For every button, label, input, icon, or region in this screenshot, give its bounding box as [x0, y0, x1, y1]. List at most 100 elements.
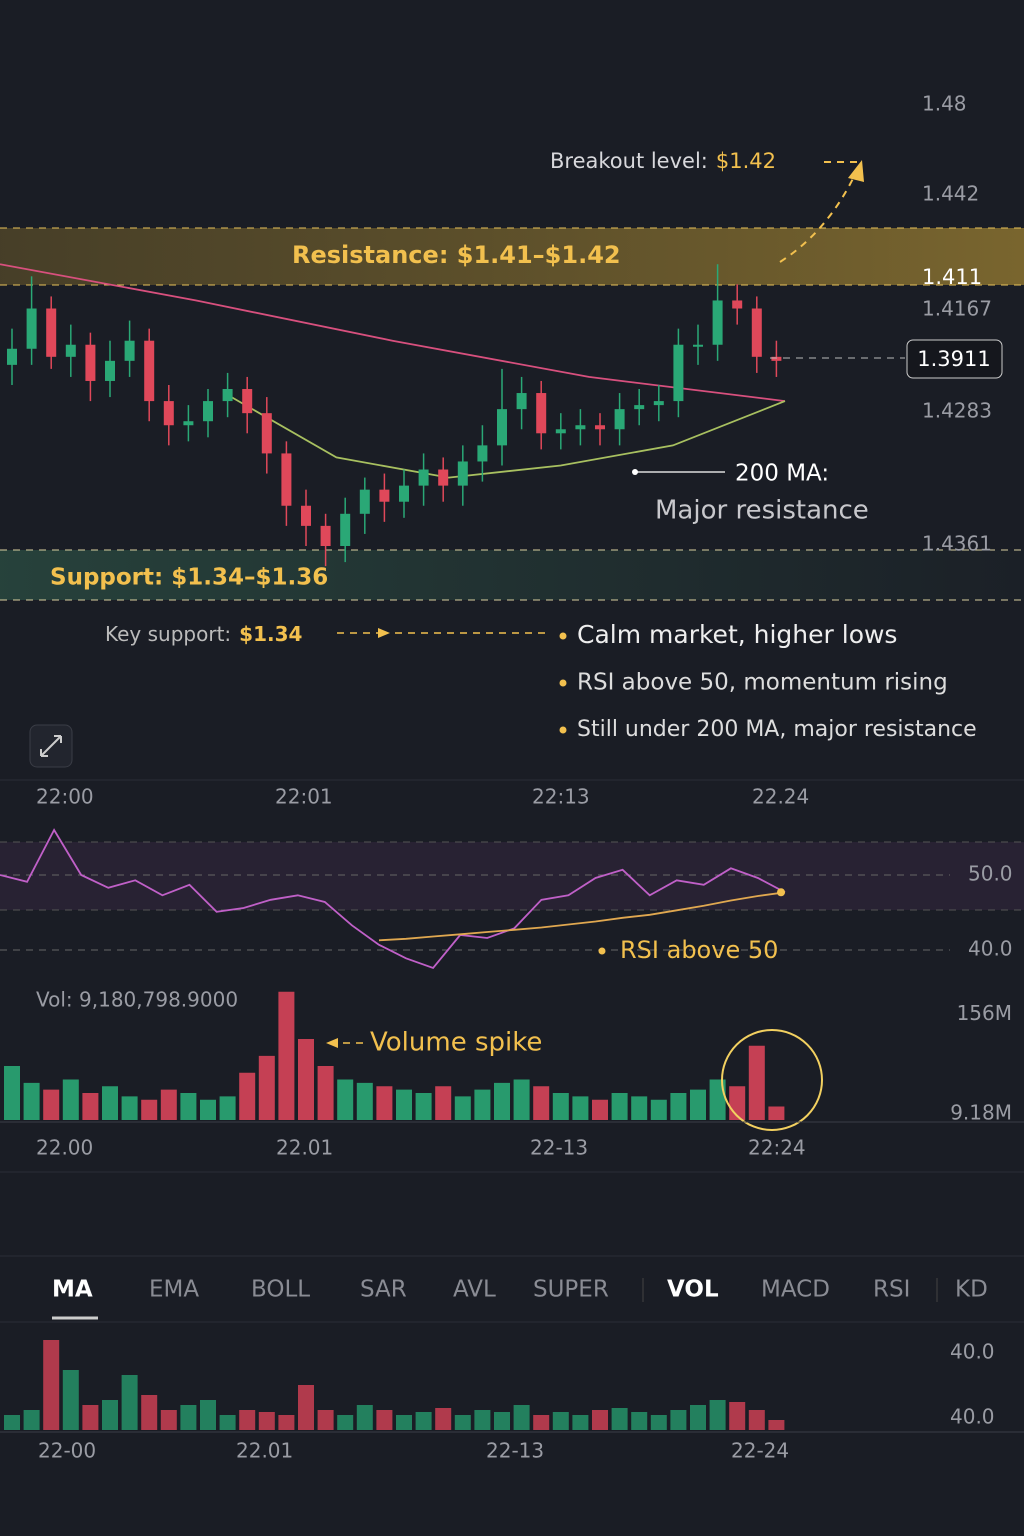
candle-body: [477, 445, 488, 462]
volume-bar: [533, 1086, 550, 1120]
tab[interactable]: VOL: [667, 1277, 719, 1303]
mini-volume-bar: [592, 1410, 608, 1430]
breakout-value: $1.42: [716, 149, 776, 173]
candle-body: [163, 401, 174, 426]
time-label: 22.00: [36, 1136, 93, 1160]
candle-body: [242, 389, 253, 414]
tab[interactable]: KD: [955, 1277, 988, 1303]
rsi-ma-dot: [777, 888, 785, 897]
volume-bar: [572, 1096, 589, 1120]
key-support: Key support: $1.34: [105, 622, 302, 646]
mini-volume-bar: [141, 1395, 158, 1430]
candle-body: [595, 425, 605, 430]
volume-bar: [200, 1099, 216, 1120]
volume-bar: [552, 1093, 569, 1120]
mini-volume-bar: [729, 1402, 746, 1430]
volume-bar: [748, 1045, 765, 1120]
volume-bar: [180, 1093, 197, 1120]
tab[interactable]: SAR: [360, 1277, 407, 1303]
price-label: 1.48: [922, 92, 967, 116]
candle-body: [712, 300, 723, 345]
candle-body: [124, 340, 135, 361]
mini-volume-bar: [219, 1415, 236, 1430]
volume-title: Vol: 9,180,798.9000: [36, 988, 238, 1012]
candle-body: [693, 344, 703, 347]
volume-bar: [102, 1086, 118, 1120]
volume-bar: [415, 1093, 432, 1120]
time-label: 22:00: [36, 785, 94, 809]
tab[interactable]: BOLL: [251, 1277, 310, 1303]
volume-bar: [376, 1086, 393, 1120]
candle-body: [536, 393, 547, 434]
breakout-text: Breakout level:: [550, 149, 708, 173]
arrow-head: [378, 628, 390, 638]
mini-volume-bar: [43, 1340, 60, 1430]
time-label: 22-24: [731, 1439, 789, 1463]
candle-body: [418, 469, 429, 486]
mini-label: 40.0: [950, 1340, 995, 1364]
mini-volume-bar: [415, 1412, 432, 1430]
mini-volume-bar: [552, 1412, 569, 1430]
mini-label: 40.0: [950, 1405, 995, 1429]
price-label: 1.4167: [922, 297, 992, 321]
mini-volume-bar: [533, 1415, 550, 1430]
time-label: 22-13: [486, 1439, 544, 1463]
candle-body: [673, 344, 684, 402]
time-label: 22:13: [532, 785, 590, 809]
volume-bar: [396, 1089, 412, 1120]
volume-bar: [356, 1082, 373, 1120]
mini-volume-bar: [121, 1375, 138, 1430]
tab[interactable]: MA: [52, 1277, 93, 1303]
ma50-line: [223, 392, 786, 479]
volume-bar: [611, 1093, 628, 1120]
mini-volume-bar: [4, 1415, 20, 1430]
mini-volume-bar: [298, 1385, 314, 1430]
candle-body: [105, 360, 115, 381]
volume-bar: [121, 1096, 138, 1120]
tab[interactable]: MACD: [761, 1277, 830, 1303]
tab[interactable]: RSI: [873, 1277, 910, 1303]
candle-body: [359, 489, 370, 514]
candle-body: [203, 401, 213, 422]
ma-note-title: 200 MA:: [735, 461, 829, 487]
candle-body: [340, 513, 351, 546]
volume-bar: [494, 1082, 510, 1120]
tab[interactable]: SUPER: [533, 1277, 609, 1303]
price-label: 1.4283: [922, 399, 992, 423]
support-band: [0, 550, 1024, 600]
mini-volume-bar: [690, 1405, 706, 1430]
mini-volume-bar: [317, 1410, 334, 1430]
candle-body: [26, 308, 37, 349]
mini-volume-bar: [474, 1410, 491, 1430]
mini-volume-bar: [356, 1405, 373, 1430]
mini-volume-bar: [650, 1415, 667, 1430]
candle-body: [379, 489, 390, 502]
mini-volume-bar: [180, 1405, 197, 1430]
candle-body: [399, 485, 409, 502]
candle-body: [7, 348, 17, 365]
mini-volume-bar: [160, 1410, 177, 1430]
volume-bar: [435, 1086, 452, 1120]
candle-body: [614, 409, 625, 430]
volume-bar: [650, 1099, 667, 1120]
bullet-dot: [559, 632, 567, 640]
volume-bar: [592, 1099, 608, 1120]
support-label: Support: $1.34–$1.36: [50, 565, 328, 591]
candle-body: [281, 453, 292, 506]
tab[interactable]: AVL: [453, 1277, 496, 1303]
price-label: 1.4361: [922, 532, 992, 556]
price-label: 1.411: [922, 265, 982, 289]
tab[interactable]: EMA: [149, 1277, 199, 1303]
volume-tick-label: 9.18M: [950, 1100, 1012, 1124]
rsi-ma-line: [378, 891, 786, 942]
candle-body: [301, 505, 311, 526]
candle-body: [555, 429, 566, 434]
candle-body: [653, 401, 664, 406]
volume-bar: [631, 1096, 648, 1120]
mini-volume-bar: [337, 1415, 354, 1430]
volume-bar: [43, 1089, 60, 1120]
resistance-band: [0, 228, 1024, 285]
mini-volume-bar: [23, 1410, 40, 1430]
mini-volume-bar: [748, 1410, 765, 1430]
volume-bar: [670, 1093, 687, 1120]
